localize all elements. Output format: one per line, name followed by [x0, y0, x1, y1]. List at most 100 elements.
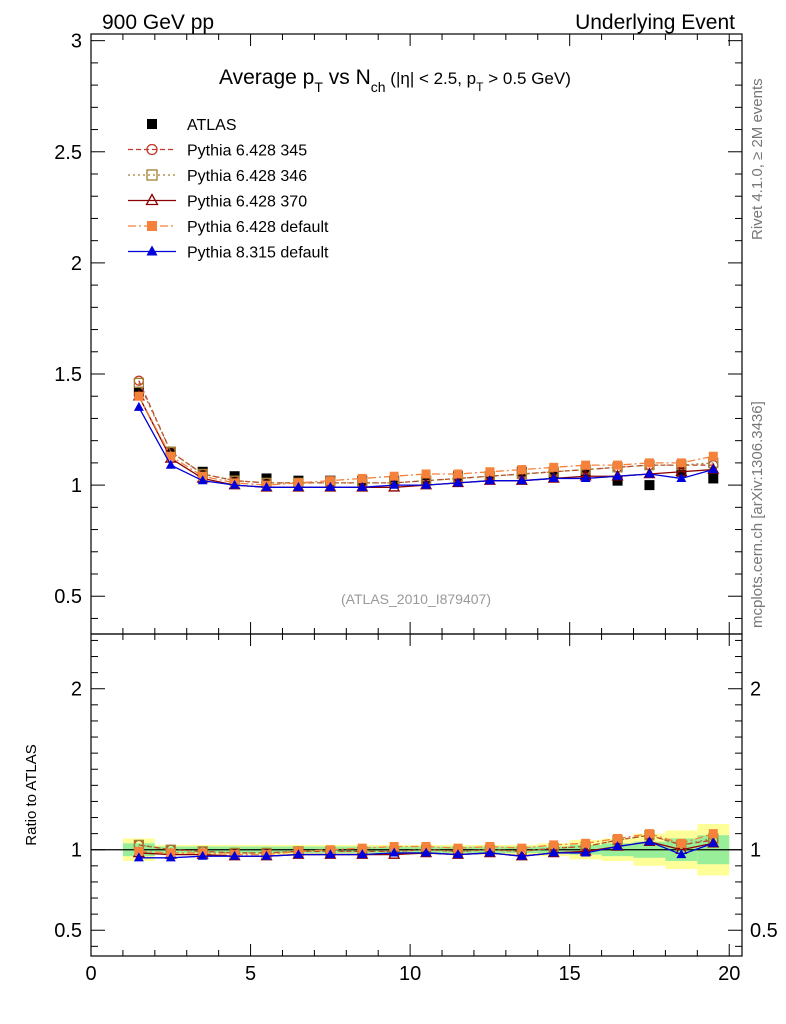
- ratio-point-4-16: [644, 836, 655, 846]
- main-point-5-14: [580, 473, 591, 483]
- main-point-5-9: [421, 479, 432, 489]
- legend-label-5: Pythia 8.315 default: [187, 245, 329, 262]
- ratio-point-4-9: [421, 847, 432, 857]
- legend-marker-3: [145, 193, 159, 206]
- main-point-4-7: [357, 473, 367, 483]
- ratio-point-3-13: [549, 840, 559, 850]
- main-point-4-15: [613, 460, 623, 470]
- main-ytick-label-1: 1: [71, 475, 82, 497]
- main-point-4-18: [708, 451, 718, 461]
- ratio-point-4-5: [293, 849, 304, 859]
- ratio-frame: [90, 633, 743, 957]
- ratio-ticks: [90, 634, 742, 956]
- main-ytick-label-0: 0.5: [54, 586, 82, 608]
- title-cut-end: > 0.5 GeV): [483, 69, 570, 88]
- legend-marker-0: [147, 119, 157, 129]
- ratio-point-4-6: [325, 849, 336, 859]
- ratio-ytick-label-left-1: 1: [71, 840, 82, 862]
- legend-label-0: ATLAS: [187, 117, 237, 134]
- main-point-4-1: [166, 451, 176, 461]
- main-tick-labels: 0.5 1 1.5 2 2.5 3: [54, 31, 82, 609]
- main-ytick-label-3: 2: [71, 253, 82, 275]
- main-point-4-0: [134, 391, 144, 401]
- xtick-label-1: 5: [245, 963, 256, 985]
- main-point-5-15: [612, 470, 623, 480]
- main-point-4-9: [421, 469, 431, 479]
- header-right: Underlying Event: [575, 11, 735, 34]
- title-vs-sub: ch: [371, 79, 386, 95]
- main-point-5-18: [708, 464, 719, 474]
- ratio-point-3-12: [517, 843, 527, 853]
- main-point-5-2: [197, 475, 208, 485]
- main-point-4-8: [389, 471, 399, 481]
- main-point-5-12: [516, 475, 527, 485]
- legend-marker-2: [146, 169, 158, 181]
- legend-marker-1: [146, 143, 158, 156]
- main-point-4-12: [517, 465, 527, 475]
- title-cut: (|η| < 2.5, p: [386, 69, 477, 88]
- main-point-0-18: [708, 473, 719, 484]
- xtick-label-2: 10: [399, 963, 421, 985]
- ratio-point-4-0: [133, 852, 144, 862]
- ratio-point-4-4: [261, 850, 272, 860]
- ratio-series-group: [132, 829, 720, 862]
- main-point-5-8: [389, 479, 400, 489]
- main-ytick-label-4: 2.5: [54, 142, 82, 164]
- side-label-bottom: mcplots.cern.ch [arXiv:1306.3436]: [749, 401, 766, 628]
- ratio-tick-labels: 0 5 10 15 20 0.5 0.5 1 1 2 2: [54, 679, 778, 985]
- ratio-point-4-3: [229, 850, 240, 860]
- legend-marker-5: [146, 245, 158, 256]
- legend-label-3: Pythia 6.428 370: [187, 194, 307, 211]
- ratio-point-3-7: [357, 843, 367, 853]
- ratio-point-3-14: [581, 838, 591, 848]
- main-series-line-2: [138, 382, 714, 484]
- xtick-label-3: 15: [559, 963, 581, 985]
- side-label-top: Rivet 4.1.0, ≥ 2M events: [749, 78, 766, 240]
- ratio-ylabel: Ratio to ATLAS: [23, 744, 40, 845]
- main-point-4-17: [676, 458, 686, 468]
- main-point-4-11: [485, 467, 495, 477]
- ratio-point-4-1: [165, 852, 176, 862]
- main-point-5-16: [644, 468, 655, 478]
- main-point-5-7: [357, 481, 368, 491]
- ratio-point-4-12: [516, 850, 527, 860]
- ratio-point-3-17: [676, 838, 686, 848]
- legend-label-4: Pythia 6.428 default: [187, 219, 329, 236]
- main-point-4-14: [581, 460, 591, 470]
- main-point-4-10: [453, 469, 463, 479]
- title-cut-sub: T: [476, 80, 484, 94]
- ratio-ytick-label-right-2: 2: [750, 679, 761, 701]
- main-point-5-6: [325, 481, 336, 491]
- main-series-group: [132, 375, 720, 492]
- ratio-ytick-label-left-2: 2: [71, 679, 82, 701]
- main-point-4-6: [325, 476, 335, 486]
- ratio-point-4-13: [548, 847, 559, 857]
- ratio-point-3-10: [453, 843, 463, 853]
- ratio-point-3-18: [708, 829, 718, 839]
- xtick-label-4: 20: [718, 963, 740, 985]
- legend-label-2: Pythia 6.428 346: [187, 168, 307, 185]
- main-point-5-4: [261, 481, 272, 491]
- chart-title: Average pT vs Nch (|η| < 2.5, pT > 0.5 G…: [219, 66, 571, 95]
- analysis-label: (ATLAS_2010_I879407): [341, 591, 491, 607]
- main-point-4-13: [549, 462, 559, 472]
- ratio-point-4-18: [708, 837, 719, 847]
- main-ytick-label-2: 1.5: [54, 364, 82, 386]
- main-point-2-0: [133, 377, 145, 389]
- title-main: Average p: [219, 66, 314, 89]
- legend-marker-4: [147, 221, 157, 231]
- ratio-ytick-label-right-0: 0.5: [750, 920, 778, 942]
- main-point-5-17: [676, 473, 687, 483]
- title-main-sub: T: [314, 79, 323, 95]
- xtick-label-0: 0: [85, 963, 96, 985]
- ratio-point-4-17: [676, 849, 687, 859]
- ratio-point-4-8: [389, 847, 400, 857]
- main-point-0-15: [612, 475, 623, 486]
- main-panel: 0.5 1 1.5 2 2.5 3: [54, 31, 743, 635]
- header-left: 900 GeV pp: [102, 11, 214, 34]
- main-point-5-13: [548, 473, 559, 483]
- ratio-point-3-16: [644, 829, 654, 839]
- ratio-point-4-15: [612, 841, 623, 851]
- ratio-panel: 0 5 10 15 20 0.5 0.5 1 1 2 2: [54, 633, 778, 985]
- ratio-point-4-11: [484, 847, 495, 857]
